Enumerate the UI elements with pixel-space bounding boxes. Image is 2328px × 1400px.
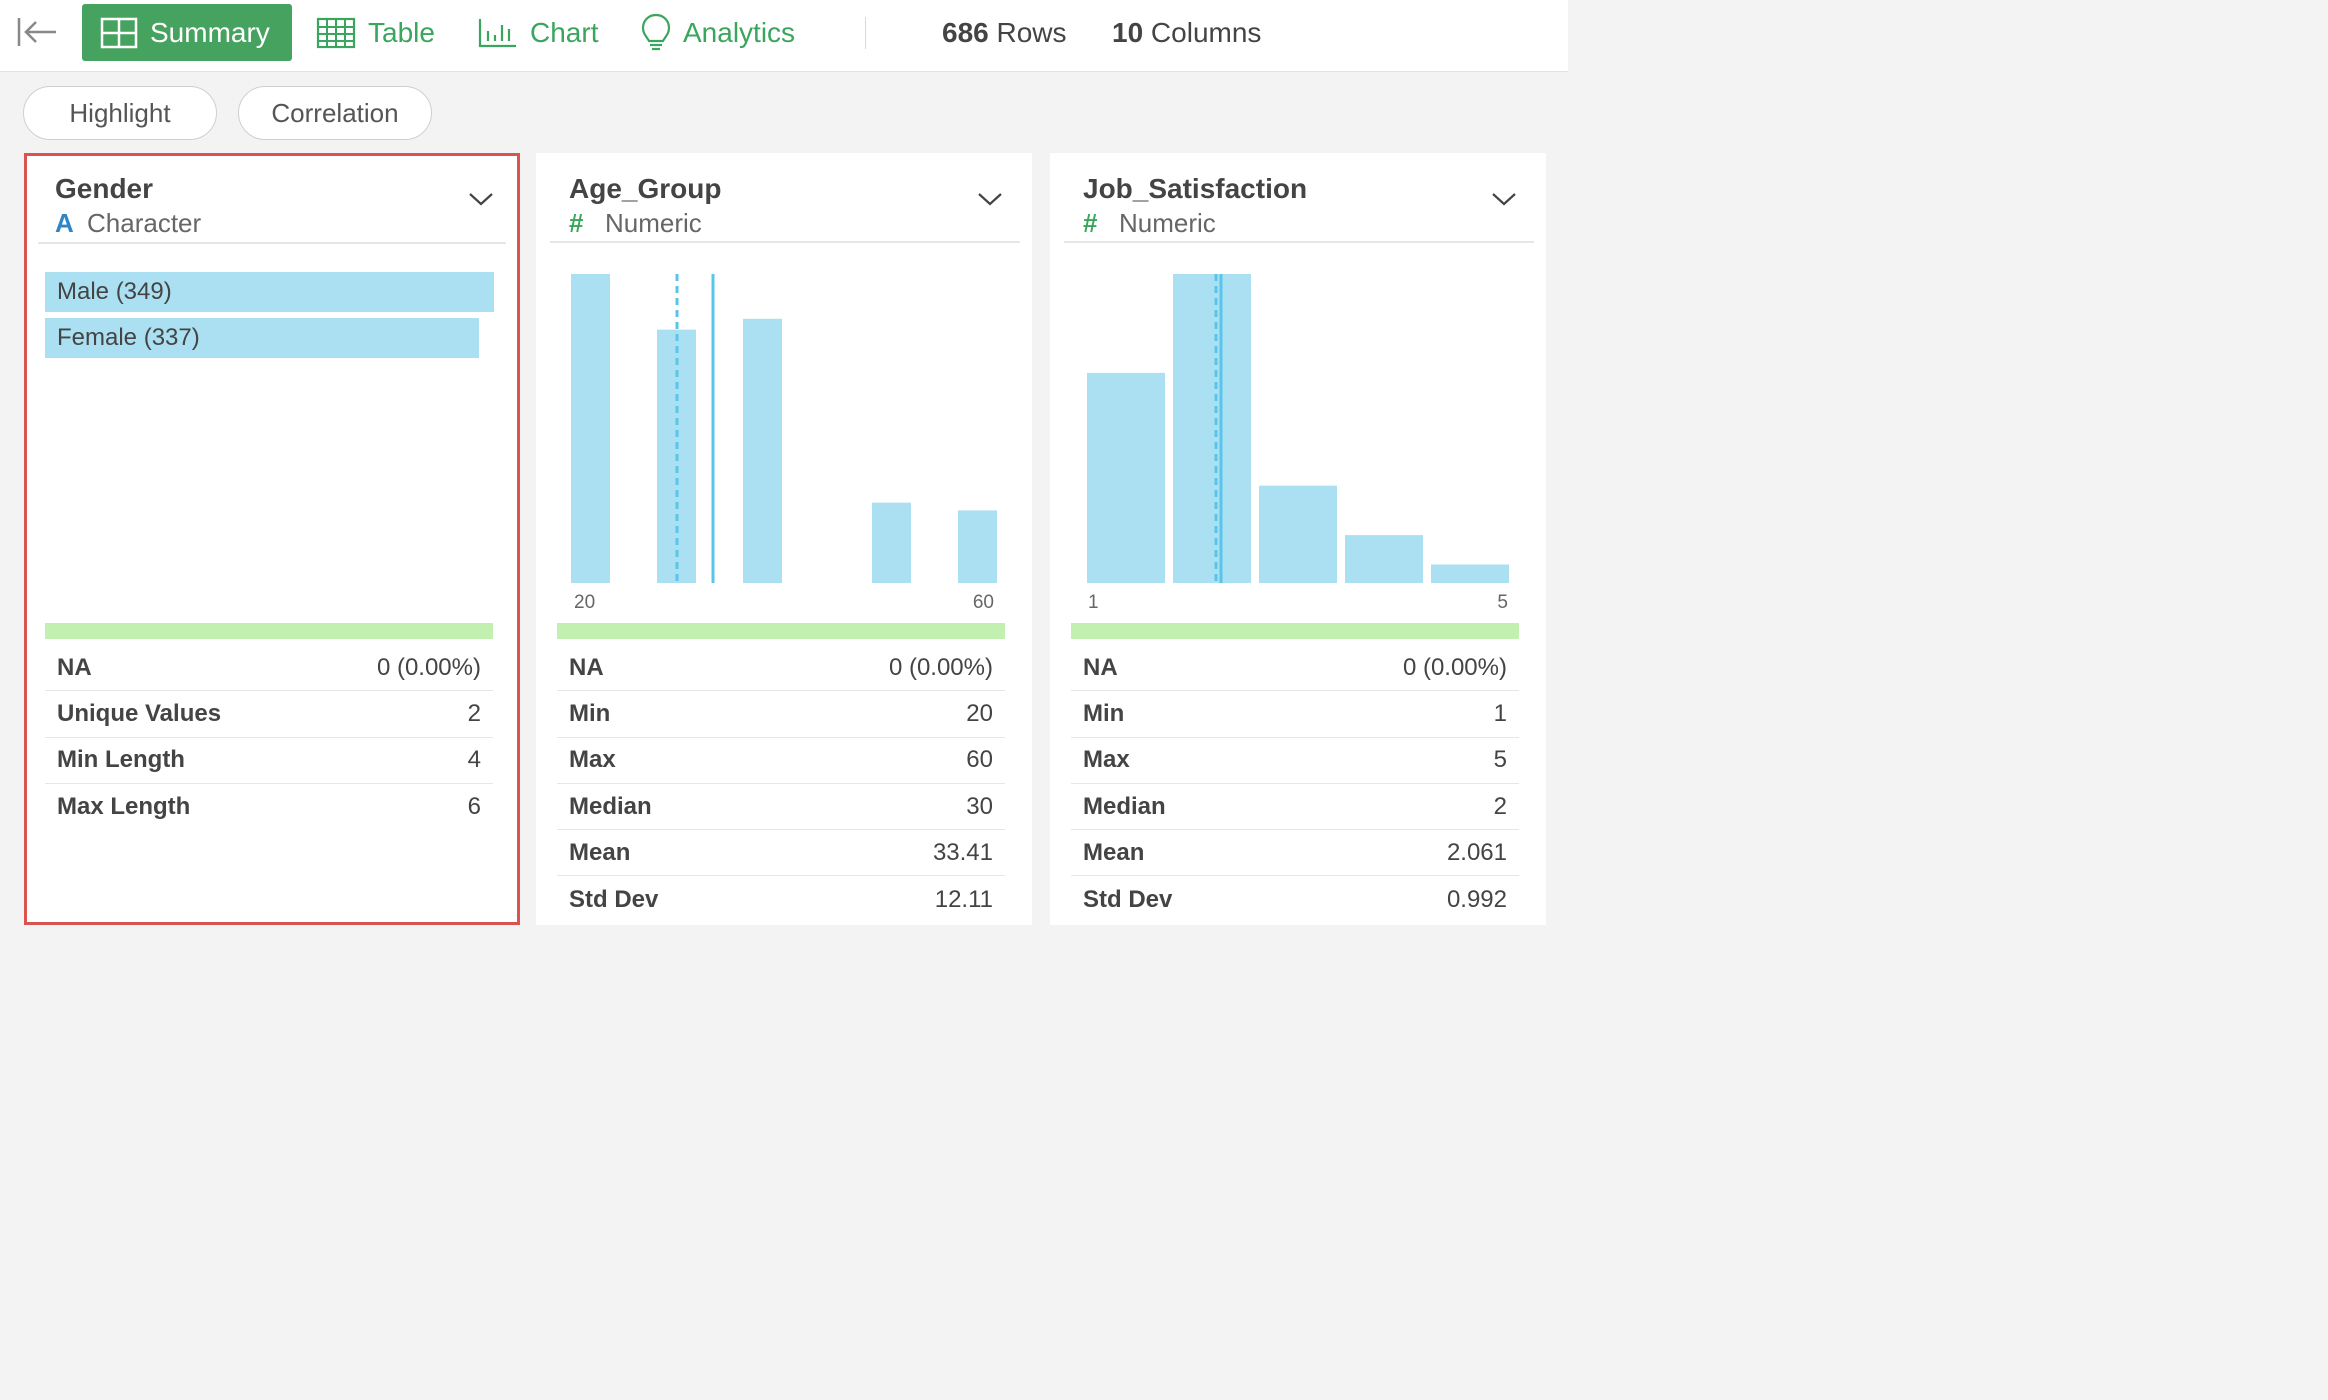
character-type-icon: A [55, 208, 74, 238]
card-header: Gender A Character [27, 156, 517, 248]
histogram-bar[interactable] [958, 510, 997, 583]
columns-count: 10 Columns [1112, 17, 1262, 48]
stat-row-na: NA 0 (0.00%) [45, 645, 493, 692]
tab-chart-label: Chart [530, 16, 599, 48]
na-indicator-bar [1071, 623, 1519, 639]
column-card-gender[interactable]: Gender A Character Male (349) Female (33… [24, 153, 520, 925]
numeric-type-icon: # [569, 208, 584, 238]
histogram-bar[interactable] [743, 318, 782, 583]
card-header: Job_Satisfaction # Numeric [1050, 153, 1546, 245]
x-axis-max-label: 60 [973, 592, 994, 609]
tab-table-label: Table [368, 16, 435, 48]
toolbar-divider [865, 17, 866, 49]
stat-row-max: Max 60 [557, 738, 1005, 784]
tab-table[interactable]: Table [316, 4, 435, 61]
stat-row-min: Min 1 [1071, 691, 1519, 738]
top-toolbar: Summary Table Chart Analytics [0, 0, 1568, 72]
chevron-down-icon[interactable] [976, 189, 1004, 209]
tab-analytics-label: Analytics [683, 16, 796, 48]
column-name: Job_Satisfaction [1083, 173, 1308, 204]
stat-row-na: NA 0 (0.00%) [1071, 645, 1519, 692]
numeric-type-icon: # [1083, 208, 1098, 238]
column-type-label: Numeric [1119, 208, 1216, 238]
histogram-bar[interactable] [1087, 372, 1165, 583]
stats-table: NA 0 (0.00%) Min 1 Max 5 Median 2 Mean 2.061 … [1071, 645, 1519, 923]
category-bar-female[interactable]: Female (337) [45, 318, 479, 358]
histogram-bar[interactable] [1345, 535, 1423, 583]
column-name: Gender [55, 173, 154, 204]
column-name: Age_Group [569, 173, 722, 204]
histogram-bar[interactable] [1259, 485, 1337, 583]
lightbulb-icon [641, 13, 671, 50]
column-type-label: Character [87, 208, 202, 238]
stat-row-mean: Mean 2.061 [1071, 830, 1519, 877]
x-axis-min-label: 1 [1088, 592, 1099, 609]
x-axis-min-label: 20 [574, 592, 595, 609]
stat-row-max: Max 5 [1071, 738, 1519, 784]
stat-row-min-length: Min Length 4 [45, 738, 493, 784]
stat-row-std-dev: Std Dev 0.992 [1083, 885, 1507, 913]
card-header: Age_Group # Numeric [536, 153, 1032, 245]
stat-row-unique-values: Unique Values 2 [45, 691, 493, 738]
rows-count: 686 Rows [942, 17, 1067, 48]
bar-chart-icon [478, 18, 516, 47]
stat-row-std-dev: Std Dev 12.11 [569, 885, 993, 913]
histogram-bar[interactable] [1173, 274, 1251, 583]
tab-summary-label: Summary [150, 16, 270, 48]
na-indicator-bar [45, 623, 493, 639]
table-icon [316, 17, 356, 48]
stat-row-median: Median 2 [1071, 784, 1519, 831]
column-type: # Numeric [569, 208, 702, 239]
histogram-age-group[interactable]: 20 60 [536, 269, 1032, 609]
stat-row-mean: Mean 33.41 [557, 830, 1005, 877]
tab-summary[interactable]: Summary [82, 4, 292, 61]
tab-chart[interactable]: Chart [478, 4, 598, 61]
stat-row-min: Min 20 [557, 691, 1005, 738]
header-divider [550, 241, 1020, 243]
column-type: A Character [55, 208, 201, 239]
stat-row-max-length: Max Length 6 [57, 793, 481, 821]
na-indicator-bar [557, 623, 1005, 639]
stats-table: NA 0 (0.00%) Min 20 Max 60 Median 30 Mean 33.… [557, 645, 1005, 923]
stat-row-median: Median 30 [557, 784, 1005, 831]
header-divider [38, 242, 506, 244]
x-axis-max-label: 5 [1497, 592, 1508, 609]
highlight-button[interactable]: Highlight [23, 86, 217, 140]
column-card-age-group[interactable]: Age_Group # Numeric 20 60 NA 0 (0.00%) Min… [536, 153, 1032, 925]
summary-grid-icon [100, 17, 138, 48]
column-type-label: Numeric [605, 208, 702, 238]
chevron-down-icon[interactable] [467, 189, 495, 209]
tab-analytics[interactable]: Analytics [641, 4, 795, 61]
category-bar-male[interactable]: Male (349) [45, 272, 494, 312]
histogram-bar[interactable] [1431, 564, 1509, 583]
histogram-bar[interactable] [872, 502, 911, 583]
header-divider [1064, 241, 1534, 243]
column-type: # Numeric [1083, 208, 1216, 239]
chevron-down-icon[interactable] [1490, 189, 1518, 209]
correlation-button[interactable]: Correlation [238, 86, 432, 140]
histogram-bar[interactable] [571, 274, 610, 583]
collapse-sidebar-icon[interactable] [14, 14, 60, 50]
stats-table: NA 0 (0.00%) Unique Values 2 Min Length 4 M… [45, 645, 493, 830]
stat-row-na: NA 0 (0.00%) [557, 645, 1005, 692]
